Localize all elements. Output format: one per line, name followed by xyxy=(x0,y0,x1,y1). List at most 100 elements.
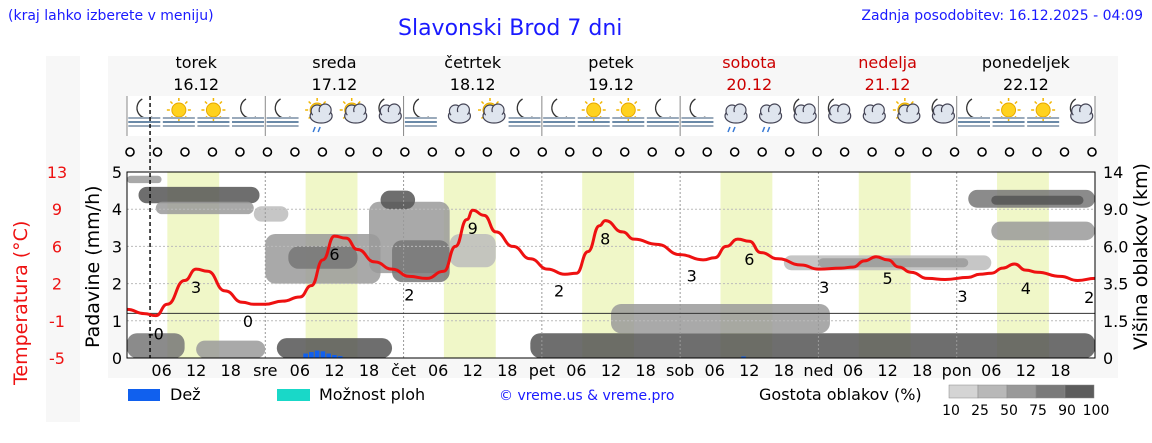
cloud-fill xyxy=(934,112,953,122)
day-name-4: petek xyxy=(588,53,634,72)
x-hour-tick: 12 xyxy=(1016,361,1036,380)
drizzle-drop xyxy=(312,126,316,133)
drizzle-drop xyxy=(727,126,731,133)
x-day-tick: pet xyxy=(529,361,555,380)
precipitation-tick: 3 xyxy=(112,237,122,256)
rain-bar xyxy=(320,351,326,358)
rain-bar xyxy=(326,353,331,358)
calm-wind-marker xyxy=(1059,147,1070,157)
calm-wind-marker xyxy=(207,147,218,157)
sun-shape xyxy=(171,102,187,118)
drizzle-drop xyxy=(732,126,736,133)
precipitation-tick: 2 xyxy=(112,275,122,294)
calm-wind-marker xyxy=(922,147,932,157)
calm-wind-marker xyxy=(455,147,465,157)
cloud-layer xyxy=(380,190,416,210)
cloud-fill xyxy=(485,112,503,122)
sun-ray xyxy=(308,100,312,105)
cloud-shape xyxy=(793,103,817,124)
calm-wind-marker xyxy=(839,147,850,157)
sun-ray xyxy=(634,100,638,105)
calm-wind-marker xyxy=(977,147,987,157)
cloud-fill xyxy=(346,112,365,122)
x-hour-tick: 12 xyxy=(463,361,483,380)
sun-shape xyxy=(586,102,602,118)
cloud-layer xyxy=(288,246,358,269)
day-name-3: četrtek xyxy=(444,53,502,72)
calm-wind-marker xyxy=(784,147,795,157)
calm-wind-marker xyxy=(812,147,822,157)
drizzle-drop xyxy=(317,126,321,133)
cloud-fill xyxy=(381,112,400,122)
calm-wind-marker xyxy=(729,147,740,157)
temperature-axis-label: Temperatura (°C) xyxy=(10,220,32,385)
temperature-label: 6 xyxy=(329,245,339,264)
density-step-label: 90 xyxy=(1058,403,1076,419)
cloud-density-legend-label: Gostota oblakov (%) xyxy=(759,385,922,404)
x-day-tick: ned xyxy=(803,361,833,380)
density-swatch xyxy=(977,384,1008,399)
rain-bar xyxy=(309,352,314,358)
copyright-link[interactable]: © vreme.us & vreme.pro xyxy=(499,388,675,404)
cloud-height-tick: 9.0 xyxy=(1103,200,1128,219)
calm-wind-marker xyxy=(1004,147,1015,157)
sun-ray xyxy=(895,100,900,105)
sun-shape xyxy=(1035,102,1051,118)
temperature-tick: 2 xyxy=(52,275,62,294)
moon-fog-icon xyxy=(681,98,714,127)
cloud-shape xyxy=(862,103,886,124)
density-swatch xyxy=(1035,384,1066,399)
cloud-shape xyxy=(378,103,402,124)
rain-bar xyxy=(741,356,746,358)
day-name-5: sobota xyxy=(722,53,776,72)
calm-wind-marker xyxy=(345,147,355,157)
cloud-shape xyxy=(1070,103,1094,124)
precipitation-tick: 1 xyxy=(112,312,122,331)
density-step-label: 25 xyxy=(971,403,989,419)
cloud-icon xyxy=(862,103,886,124)
cloud-fill xyxy=(727,112,745,122)
temperature-label: 0 xyxy=(243,312,253,331)
rain-bar xyxy=(332,355,337,358)
temperature-label: 3 xyxy=(687,266,697,285)
cloud-shape xyxy=(344,103,368,124)
cloud-layer xyxy=(196,340,266,358)
temperature-tick: 13 xyxy=(47,163,67,182)
calm-wind-marker xyxy=(427,147,438,157)
cloud-height-axis-label: Višina oblakov (km) xyxy=(1130,163,1152,350)
cloud-fill xyxy=(312,112,331,122)
density-step-label: 75 xyxy=(1029,403,1047,419)
day-date-6: 21.12 xyxy=(865,75,911,94)
precipitation-axis-label: Padavine (mm/h) xyxy=(82,185,104,348)
moon-cloud-icon xyxy=(378,98,402,124)
cloud-shape xyxy=(482,103,506,124)
location-hint[interactable]: (kraj lahko izberete v meniju) xyxy=(8,8,214,24)
left-margin-panel xyxy=(46,56,80,422)
x-hour-tick: 12 xyxy=(739,361,759,380)
rain-legend-swatch xyxy=(128,389,160,401)
x-hour-tick: 06 xyxy=(843,361,863,380)
x-day-tick: sre xyxy=(253,361,277,380)
temperature-label: 2 xyxy=(404,285,414,304)
sun-ray xyxy=(584,100,588,105)
cloud-layer xyxy=(611,304,830,334)
x-hour-tick: 18 xyxy=(1050,361,1070,380)
cloud-drizzle-icon xyxy=(724,103,748,133)
calm-wind-marker xyxy=(509,147,520,157)
moon-fog-icon xyxy=(232,98,264,127)
sun-fog-icon xyxy=(577,98,610,127)
page-title: Slavonski Brod 7 dni xyxy=(398,16,623,41)
temperature-label: -0 xyxy=(148,325,164,344)
temperature-tick: -5 xyxy=(49,349,65,368)
temperature-label: 5 xyxy=(882,269,892,288)
sun-ray xyxy=(342,100,346,105)
x-hour-tick: 18 xyxy=(635,361,655,380)
last-updated: Zadnja posodobitev: 16.12.2025 - 04:09 xyxy=(861,8,1143,24)
moon-fog-icon xyxy=(543,98,576,127)
cloud-layer xyxy=(155,201,254,215)
cloud-layer xyxy=(449,234,496,268)
cloud-fill xyxy=(450,112,469,122)
x-hour-tick: 06 xyxy=(705,361,725,380)
sun-ray xyxy=(999,100,1003,105)
cloud-layer xyxy=(127,175,162,184)
